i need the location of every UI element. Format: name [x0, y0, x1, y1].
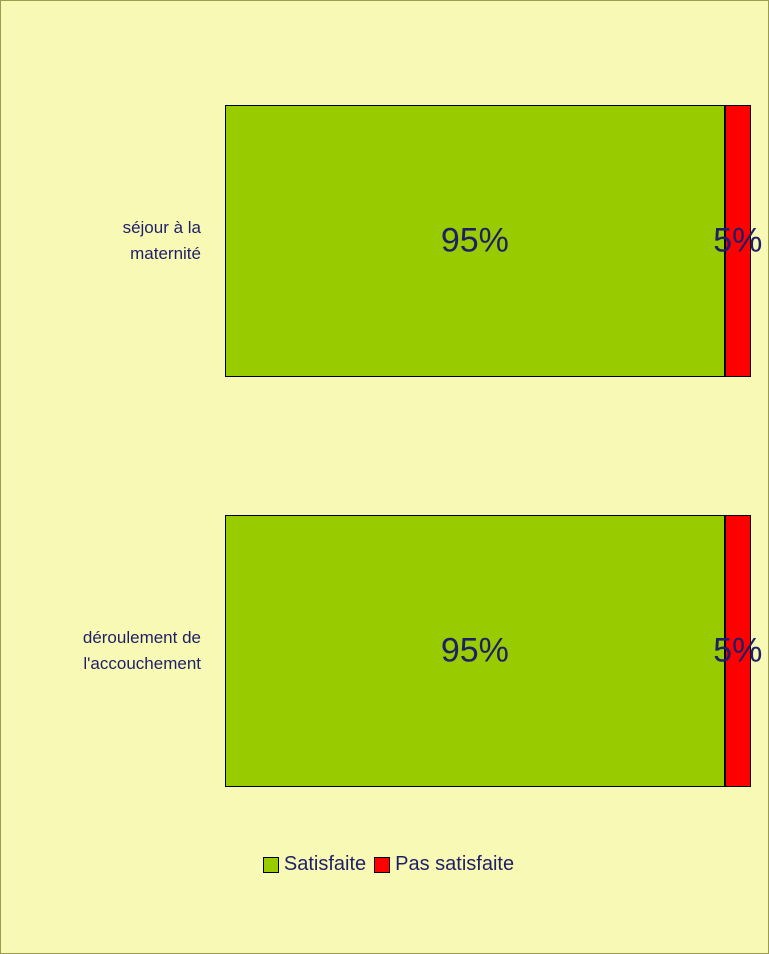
legend-label: Pas satisfaite [395, 853, 515, 875]
legend-swatch [374, 856, 391, 873]
category-label: séjour à la maternité [122, 218, 201, 263]
bar-segment [225, 515, 725, 787]
bar-segment [724, 515, 751, 787]
legend-swatch [262, 856, 279, 873]
bar-segment [225, 105, 725, 377]
data-label: 5% [713, 631, 763, 670]
category-label: déroulement de l'accouchement [82, 628, 201, 673]
bar-segment [724, 105, 751, 377]
legend: Satisfaite Pas satisfaite [1, 853, 768, 876]
data-label: 95% [440, 631, 509, 670]
legend-label: Satisfaite [283, 853, 367, 875]
data-label: 95% [440, 221, 509, 260]
data-label: 5% [713, 221, 763, 260]
